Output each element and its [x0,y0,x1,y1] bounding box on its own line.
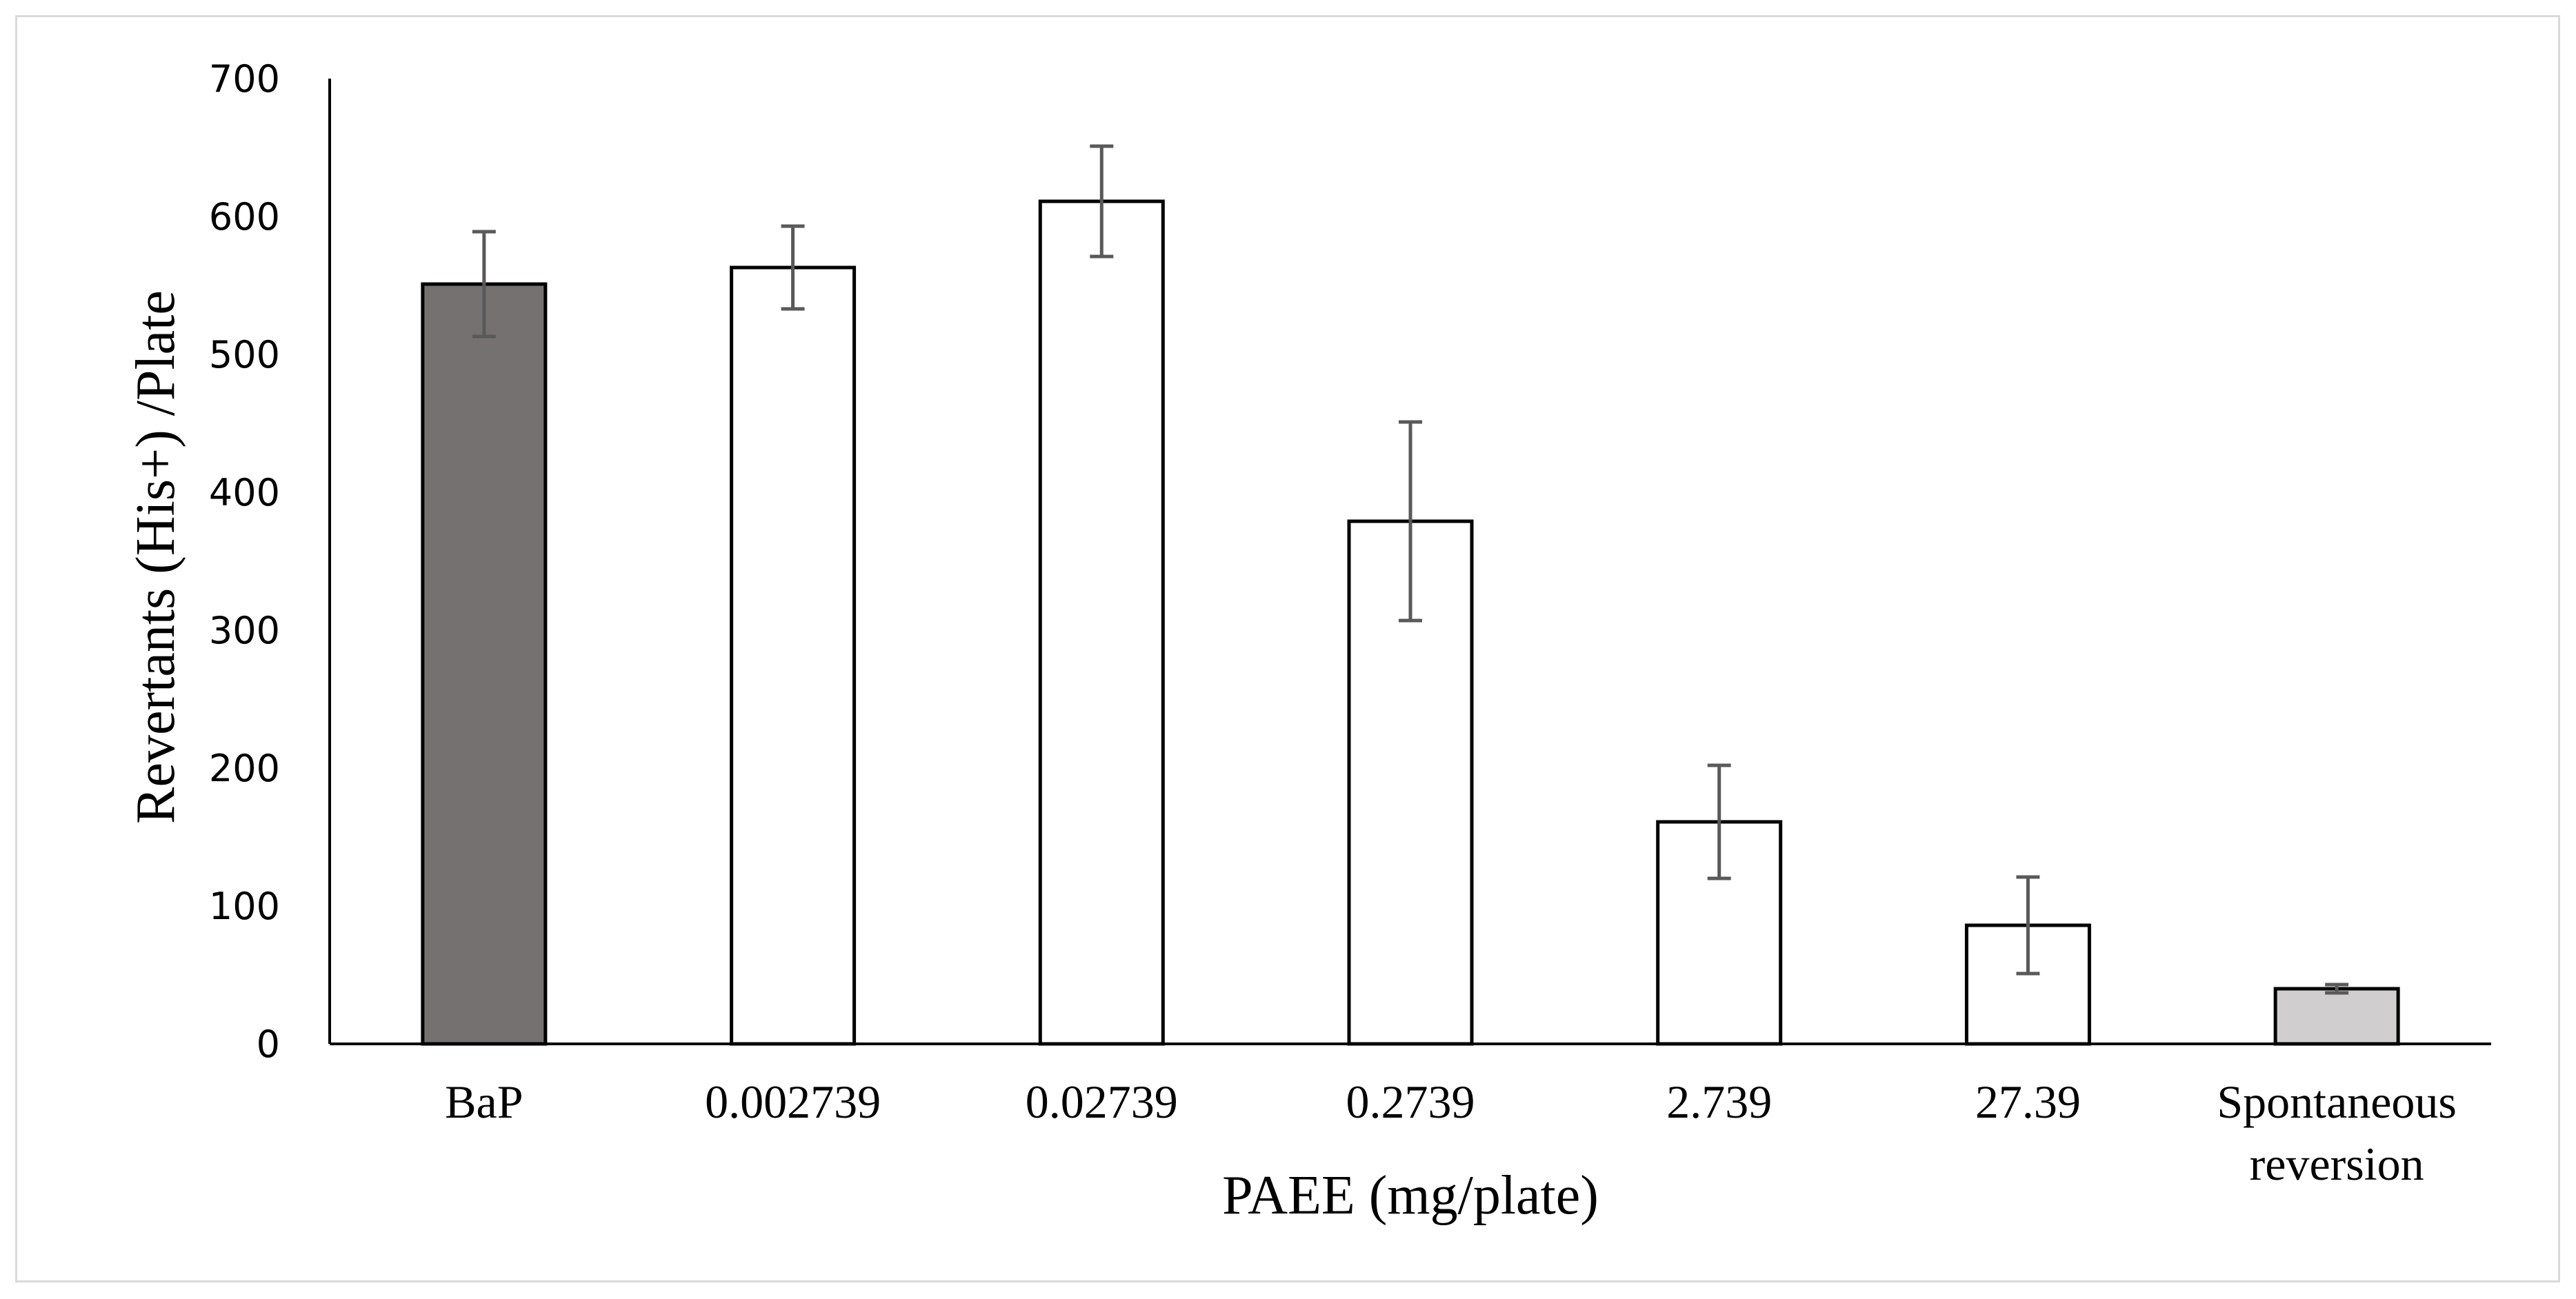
error-bar [1399,420,1422,623]
x-tick-label: 0.02739 [1026,1076,1178,1128]
y-tick-label: 500 [209,333,280,376]
x-tick-label: 0.002739 [705,1076,881,1128]
error-bars-layer [472,144,2349,995]
y-tick-label: 300 [209,609,280,652]
y-tick-label: 100 [209,885,280,928]
x-tick-label: Spontaneous reversion [2217,1076,2457,1190]
error-bar [1090,144,1114,259]
y-tick-label: 200 [209,747,280,790]
x-tick-label: BaP [445,1076,523,1128]
x-tick-labels: BaP 0.002739 0.02739 0.2739 2.739 27.39 Sponta… [445,1076,2457,1190]
y-tick-label: 700 [209,57,280,101]
x-tick-label: 2.739 [1666,1076,1772,1128]
bar [421,282,548,1046]
error-bar [2325,983,2349,995]
bar [730,265,857,1046]
error-bar [1707,763,1731,880]
x-axis-title: PAEE (mg/plate) [1222,1165,1599,1226]
bar [2273,987,2400,1046]
y-axis-title: Revertants (His+) /Plate [126,290,186,824]
y-tick-label: 0 [257,1023,280,1066]
y-tick-labels: 0 100 200 300 400 500 600 700 [209,57,280,1066]
error-bar [781,224,805,311]
bar [1964,923,2091,1046]
error-bar [2016,875,2040,976]
y-tick-label: 600 [209,195,280,239]
x-tick-label: 0.2739 [1346,1076,1475,1128]
bar [1038,199,1165,1046]
bars-layer [421,199,2400,1046]
x-tick-label: 27.39 [1975,1076,2081,1128]
error-bar [472,230,496,339]
y-tick-label: 400 [209,471,280,514]
